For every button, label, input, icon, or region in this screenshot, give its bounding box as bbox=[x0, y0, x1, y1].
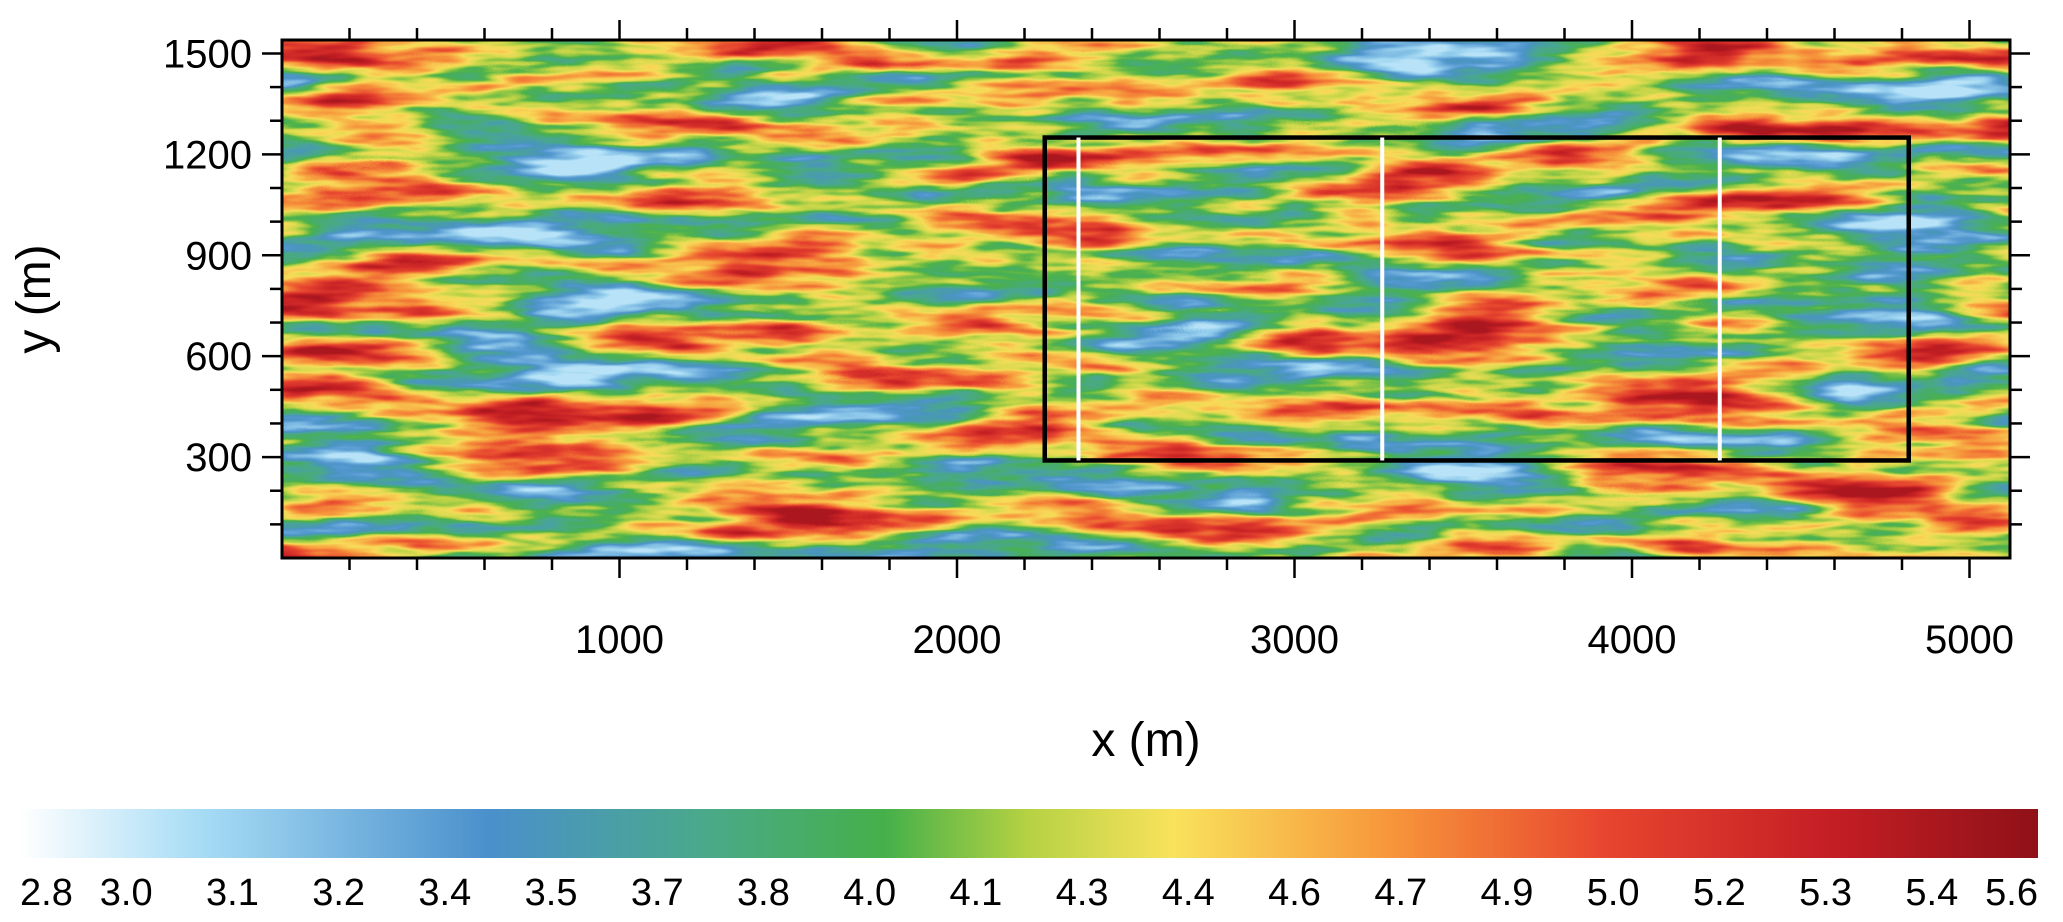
x-axis: 1000 2000 3000 4000 5000 bbox=[348, 20, 2014, 662]
y-tick-label: 900 bbox=[185, 234, 252, 278]
colorbar-label: 4.6 bbox=[1268, 872, 1321, 914]
plot-area bbox=[282, 40, 2010, 558]
y-tick-label: 1500 bbox=[163, 32, 252, 76]
x-tick-label: 3000 bbox=[1250, 618, 1339, 662]
colorbar-label: 5.3 bbox=[1799, 872, 1852, 914]
colorbar-label: 4.3 bbox=[1056, 872, 1109, 914]
colorbar-gradient bbox=[20, 809, 2038, 858]
colorbar-label: 4.9 bbox=[1481, 872, 1534, 914]
colorbar-label: 5.0 bbox=[1587, 872, 1640, 914]
colorbar: 2.8 3.0 3.1 3.2 3.4 3.5 3.7 3.8 4.0 4.1 4.3 4.4 4.6 4… bbox=[20, 809, 2038, 914]
x-tick-label: 1000 bbox=[575, 618, 664, 662]
colorbar-labels: 2.8 3.0 3.1 3.2 3.4 3.5 3.7 3.8 4.0 4.1 4.3 4.4 4.6 4… bbox=[20, 872, 2038, 914]
y-tick-label: 600 bbox=[185, 335, 252, 379]
highlight-box bbox=[1042, 135, 1911, 463]
y-tick-label: 300 bbox=[185, 436, 252, 480]
colorbar-label: 4.0 bbox=[843, 872, 896, 914]
colorbar-label: 5.2 bbox=[1693, 872, 1746, 914]
x-axis-label: x (m) bbox=[1091, 714, 1200, 767]
x-tick-label: 4000 bbox=[1588, 618, 1677, 662]
colorbar-label: 5.6 bbox=[1985, 872, 2038, 914]
x-tick-label: 2000 bbox=[913, 618, 1002, 662]
colorbar-label: 4.1 bbox=[949, 872, 1002, 914]
y-axis: 300 600 900 1200 1500 bbox=[163, 32, 2030, 526]
colorbar-label: 3.0 bbox=[100, 872, 153, 914]
colorbar-label: 3.5 bbox=[525, 872, 578, 914]
plot-frame bbox=[280, 38, 2012, 560]
y-axis-label: y (m) bbox=[8, 244, 61, 353]
colorbar-label: 3.4 bbox=[418, 872, 471, 914]
colorbar-label: 2.8 bbox=[20, 872, 73, 914]
colorbar-label: 5.4 bbox=[1905, 872, 1958, 914]
colorbar-label: 4.7 bbox=[1374, 872, 1427, 914]
colorbar-label: 3.1 bbox=[206, 872, 259, 914]
colorbar-label: 3.7 bbox=[631, 872, 684, 914]
colorbar-label: 3.8 bbox=[737, 872, 790, 914]
colorbar-label: 3.2 bbox=[312, 872, 365, 914]
colorbar-label: 4.4 bbox=[1162, 872, 1215, 914]
heatmap-field bbox=[282, 40, 2010, 558]
y-tick-label: 1200 bbox=[163, 133, 252, 177]
x-tick-label: 5000 bbox=[1925, 618, 2014, 662]
overlay-layer bbox=[1042, 135, 1911, 463]
